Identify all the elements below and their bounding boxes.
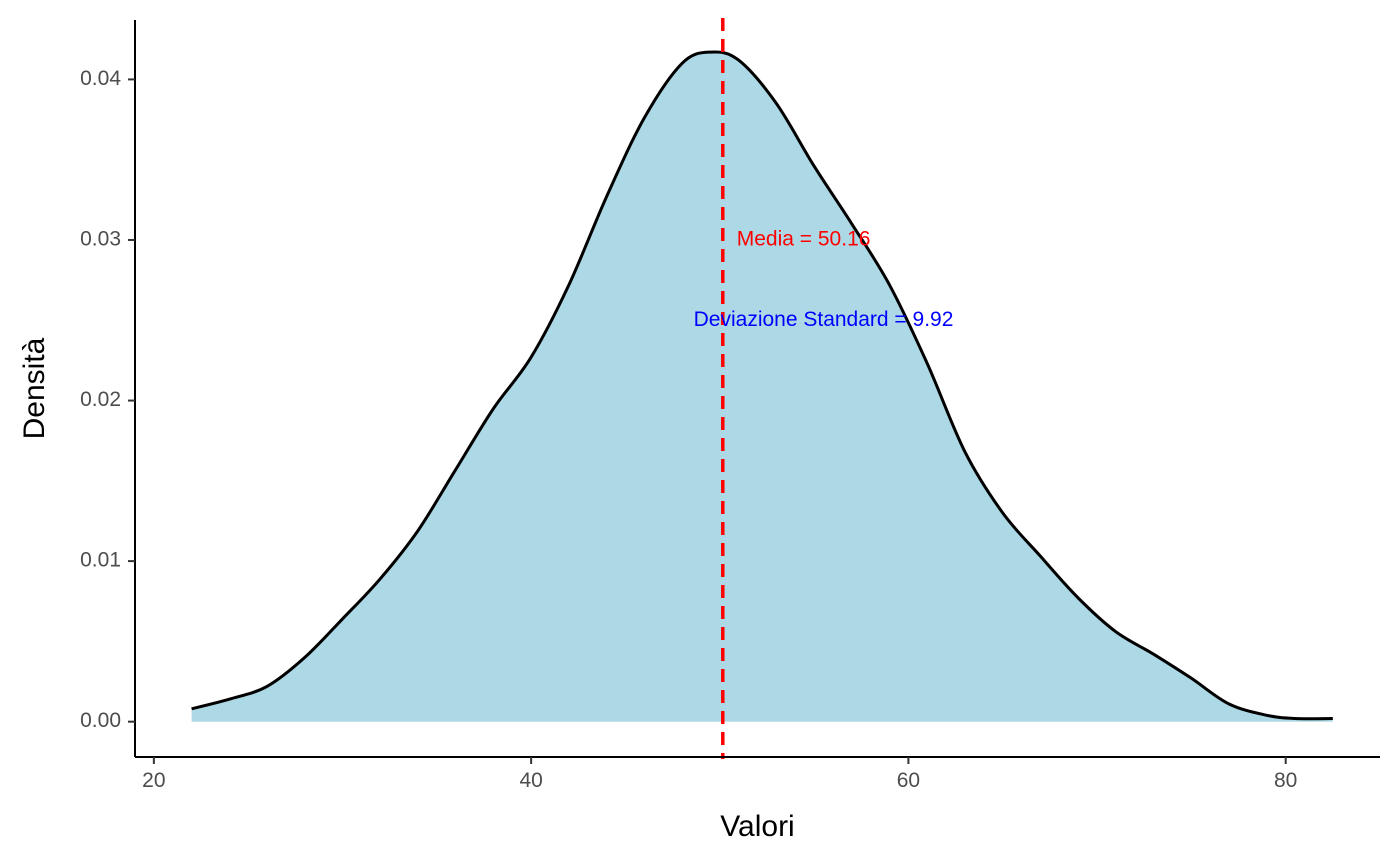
y-tick-label: 0.02 <box>80 388 121 411</box>
x-axis-ticks: 20 40 60 80 <box>142 757 1297 792</box>
x-tick-label: 40 <box>519 769 542 792</box>
axes: 0.00 0.01 0.02 0.03 0.04 20 40 60 80 <box>80 20 1380 792</box>
y-tick-label: 0.04 <box>80 67 121 90</box>
x-tick-label: 60 <box>897 769 920 792</box>
annotation-sd: Deviazione Standard = 9.92 <box>694 308 954 331</box>
y-tick-label: 0.03 <box>80 228 121 251</box>
y-tick-label: 0.01 <box>80 549 121 572</box>
density-curve <box>191 50 1333 721</box>
y-tick-label: 0.00 <box>80 709 121 732</box>
y-axis-title: Densità <box>18 337 51 439</box>
x-axis-title: Valori <box>720 810 794 843</box>
annotation-mean: Media = 50.16 <box>737 228 871 251</box>
plot-area: Media = 50.16 Deviazione Standard = 9.92 <box>191 18 1333 759</box>
x-tick-label: 20 <box>142 769 165 792</box>
y-axis-ticks: 0.00 0.01 0.02 0.03 0.04 <box>80 67 135 732</box>
x-tick-label: 80 <box>1274 769 1297 792</box>
density-area-fill <box>191 51 1333 722</box>
